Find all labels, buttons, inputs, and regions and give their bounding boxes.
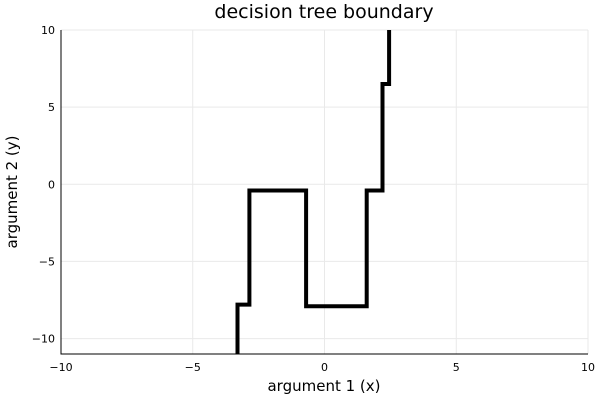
- x-tick-label: −10: [49, 361, 72, 374]
- y-tick-label: −10: [32, 333, 55, 346]
- y-tick-label: 5: [48, 101, 55, 114]
- y-tick-label: 0: [48, 178, 55, 191]
- series-line-boundary: [235, 30, 392, 354]
- chart-title: decision tree boundary: [214, 1, 433, 23]
- series-layer: [235, 30, 392, 354]
- y-tick-label: 10: [41, 24, 55, 37]
- x-axis-label: argument 1 (x): [267, 377, 380, 395]
- x-tick-label: 0: [321, 361, 328, 374]
- tick-labels: −10 −5 0 5 10 −10 −5 0 5 10: [32, 24, 595, 374]
- grid: [60, 29, 589, 354]
- axes-spines: [60, 30, 588, 355]
- y-tick-label: −5: [39, 255, 55, 268]
- x-tick-label: −5: [185, 361, 201, 374]
- x-tick-label: 10: [581, 361, 595, 374]
- plot-frame: [60, 30, 588, 355]
- y-axis-label: argument 2 (y): [3, 135, 21, 248]
- x-tick-label: 5: [453, 361, 460, 374]
